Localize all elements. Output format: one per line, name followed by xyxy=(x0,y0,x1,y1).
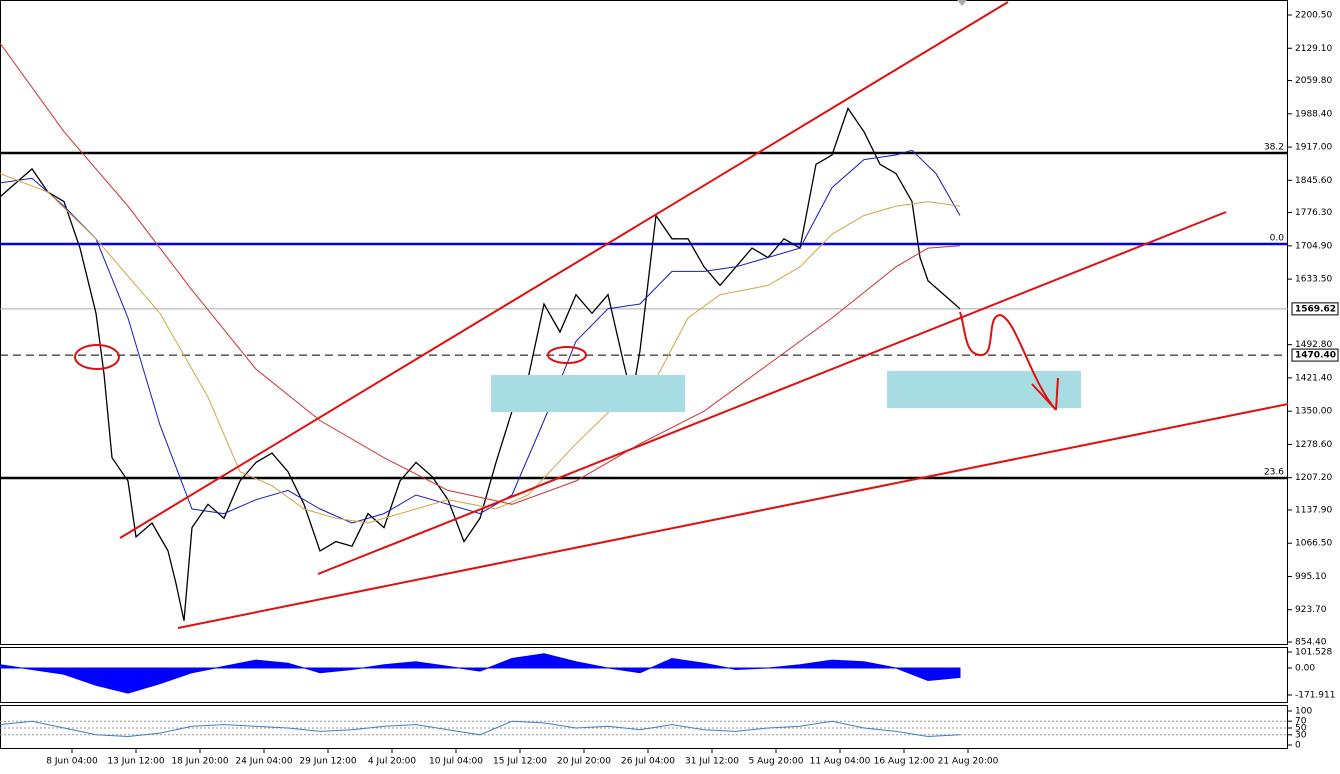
y-tick-label: 1492.80 xyxy=(1295,340,1332,350)
y-tick-label: 854.40 xyxy=(1295,638,1327,648)
y-tick-label: 2200.50 xyxy=(1295,10,1332,20)
oscillator-frame xyxy=(0,647,1288,703)
y-tick-label: 2059.80 xyxy=(1295,76,1332,86)
y-tick-label: 1776.30 xyxy=(1295,208,1332,218)
y-tick-label: 100 xyxy=(1295,706,1312,716)
y-tick-label: 70 xyxy=(1295,717,1307,727)
y-tick-label: 1704.90 xyxy=(1295,241,1332,251)
x-tick-label: 21 Aug 20:00 xyxy=(938,757,999,767)
indicator-line xyxy=(0,720,961,738)
y-tick-label: 101.528 xyxy=(1295,647,1332,657)
price-tag-label: 1470.40 xyxy=(1295,351,1336,361)
x-tick-label: 20 Jul 20:00 xyxy=(557,757,611,767)
zone xyxy=(887,371,1081,408)
indicator-line xyxy=(0,173,961,524)
x-tick-label: 24 Jun 04:00 xyxy=(235,757,292,767)
y-tick-label: 995.10 xyxy=(1295,572,1327,582)
trend-line xyxy=(119,1,1009,539)
price-frame xyxy=(0,0,1288,645)
indicator-line xyxy=(0,149,961,524)
y-tick-label: 1917.00 xyxy=(1295,143,1332,153)
price-tag xyxy=(1291,348,1339,362)
circle-note xyxy=(74,344,120,370)
shift-marker xyxy=(957,0,967,6)
drawings xyxy=(74,0,1289,629)
y-tick-label: 1066.50 xyxy=(1295,539,1332,549)
rsi-frame xyxy=(0,705,1288,749)
y-tick-label: 1207.20 xyxy=(1295,473,1332,483)
y-tick-label: 1278.60 xyxy=(1295,440,1332,450)
x-tick-label: 5 Aug 20:00 xyxy=(749,757,804,767)
x-tick-label: 31 Jul 12:00 xyxy=(685,757,739,767)
y-tick-label: 2129.10 xyxy=(1295,44,1332,54)
zone xyxy=(491,375,685,412)
trend-line xyxy=(317,211,1227,575)
x-tick-label: 13 Jun 12:00 xyxy=(107,757,164,767)
indicator-line xyxy=(0,42,961,505)
y-tick-label: 1350.00 xyxy=(1295,407,1332,417)
price-tag-label: 1569.62 xyxy=(1295,304,1336,314)
level-label: 38.2 xyxy=(1264,143,1284,153)
y-tick-label: 1845.60 xyxy=(1295,176,1332,186)
y-tick-label: 0.00 xyxy=(1295,663,1315,673)
trend-line xyxy=(177,403,1289,629)
y-tick-label: 1137.90 xyxy=(1295,505,1332,515)
y-tick-label: 0 xyxy=(1295,741,1301,751)
y-tick-label: -171.911 xyxy=(1295,691,1335,701)
oscillator-area xyxy=(0,653,961,694)
x-tick-label: 8 Jun 04:00 xyxy=(46,757,98,767)
y-tick-label: 30 xyxy=(1295,730,1307,740)
y-tick-label: 1633.50 xyxy=(1295,275,1332,285)
x-tick-label: 10 Jul 04:00 xyxy=(429,757,483,767)
x-tick-label: 4 Jul 20:00 xyxy=(368,757,417,767)
level-label: 23.6 xyxy=(1264,468,1284,478)
circle-note xyxy=(547,346,587,364)
x-tick-label: 15 Jul 12:00 xyxy=(493,757,547,767)
x-tick-label: 18 Jun 20:00 xyxy=(171,757,228,767)
price-line xyxy=(0,106,961,621)
y-tick-label: 1421.40 xyxy=(1295,373,1332,383)
y-tick-label: 50 xyxy=(1295,723,1307,733)
price-tag xyxy=(1291,302,1339,316)
x-tick-label: 16 Aug 12:00 xyxy=(874,757,935,767)
x-tick-label: 11 Aug 04:00 xyxy=(810,757,871,767)
y-tick-label: 923.70 xyxy=(1295,605,1327,615)
x-tick-label: 26 Jul 04:00 xyxy=(621,757,675,767)
y-tick-label: 1988.40 xyxy=(1295,109,1332,119)
x-tick-label: 29 Jun 12:00 xyxy=(299,757,356,767)
arrow-note xyxy=(959,311,1059,411)
level-label: 0.0 xyxy=(1270,234,1285,244)
